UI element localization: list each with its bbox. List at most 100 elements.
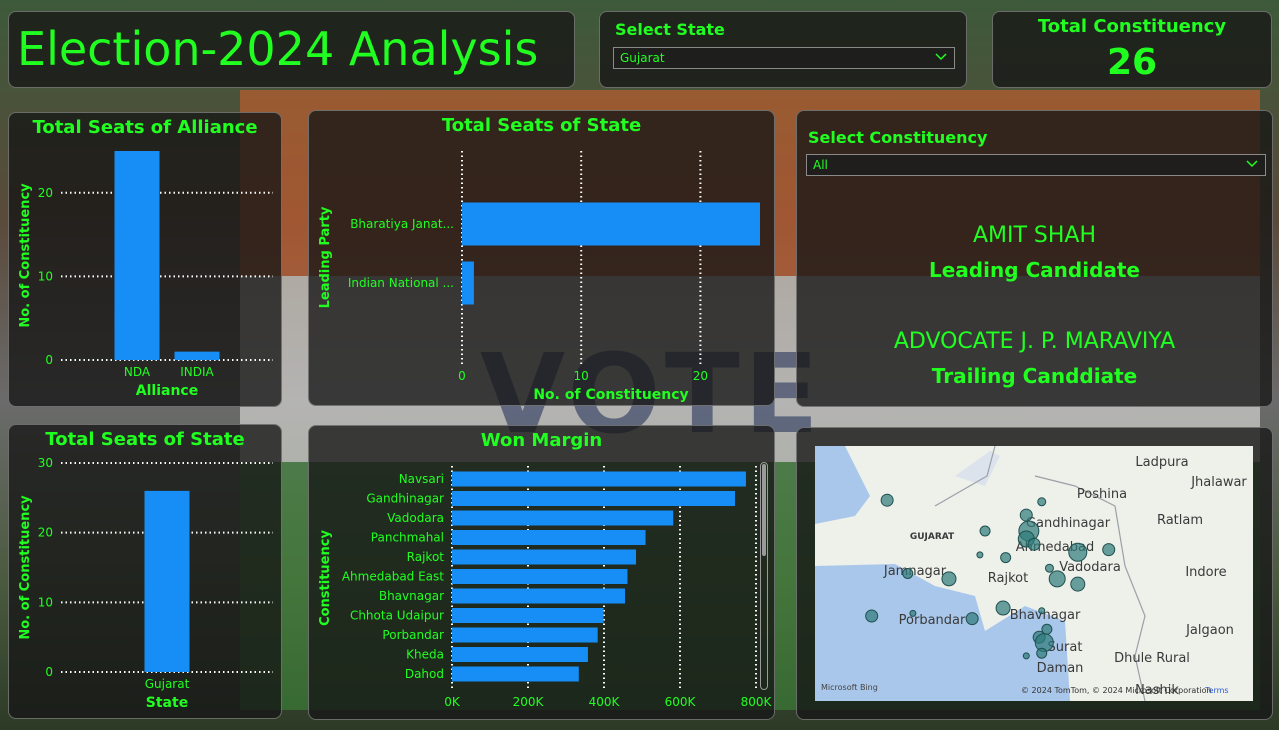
vertical-scrollbar[interactable]: [760, 462, 768, 690]
map-bubble: [1036, 647, 1048, 659]
margin-chart-title: Won Margin: [480, 430, 603, 451]
map-bubble: [1041, 623, 1053, 635]
chevron-down-icon: [1246, 160, 1258, 168]
y-tick-label: Panchmahal: [371, 531, 444, 545]
state-dropdown-value: Gujarat: [620, 51, 665, 65]
constituency-panel: Select Constituency All AMIT SHAH Leadin…: [796, 110, 1273, 407]
x-axis-title: Alliance: [136, 383, 198, 399]
total-constituency-value: 26: [1106, 42, 1158, 83]
state-slicer-label: Select State: [615, 20, 725, 39]
map-bubble: [1037, 497, 1047, 507]
scrollbar-thumb[interactable]: [762, 464, 766, 556]
map-bubble: [995, 600, 1011, 616]
chevron-down-icon: [935, 53, 947, 61]
total-constituency-label: Total Constituency: [1037, 16, 1227, 37]
x-axis-title: State: [146, 695, 188, 711]
x-axis-title: No. of Constituency: [533, 387, 688, 403]
desert-area: [955, 451, 1000, 486]
alliance-chart: 0 10 20 NDA INDIA Alliance No. of Constituency: [18, 151, 273, 399]
margin-chart: 0K 200K 400K 600K 800K Navsari Gandhinagar Vado…: [318, 466, 773, 709]
x-tick-label: NDA: [124, 365, 151, 379]
alliance-chart-title: Total Seats of Alliance: [32, 117, 258, 138]
y-tick-label: Porbandar: [382, 628, 444, 642]
bar: [452, 666, 579, 682]
bar: [462, 261, 474, 305]
map-bubble: [941, 571, 957, 587]
map-place-label: Surat: [1048, 640, 1083, 655]
map-place-label: Porbandar: [899, 613, 966, 628]
constituency-dropdown[interactable]: All: [806, 154, 1266, 176]
x-tick-label: 0: [458, 369, 466, 383]
bar: [452, 530, 646, 545]
bar: [144, 490, 190, 672]
bar: [174, 351, 220, 360]
state-chart-title: Total Seats of State: [45, 429, 245, 450]
map-place-label: Nashik: [1135, 683, 1179, 698]
bar: [114, 151, 160, 360]
bar: [452, 471, 746, 487]
bar: [452, 588, 626, 604]
bar: [462, 202, 760, 246]
x-tick-label: Gujarat: [145, 677, 190, 691]
map-place-label: Jamnagar: [883, 564, 947, 579]
y-axis-title: Constituency: [318, 530, 333, 626]
trailing-candidate-name: ADVOCATE J. P. MARAVIYA: [893, 329, 1176, 354]
bar: [452, 647, 588, 662]
y-axis-title: No. of Constituency: [18, 183, 33, 328]
bar: [452, 608, 604, 623]
x-tick-label: 10: [574, 369, 589, 383]
map-place-label: Gandhinagar: [1026, 516, 1111, 531]
y-tick-label: Navsari: [399, 472, 444, 486]
y-tick-label: Indian National ...: [348, 276, 454, 290]
alliance-chart-panel: Total Seats of Alliance 0 10 20 NDA INDIA All…: [8, 112, 282, 407]
trailing-candidate-label: Trailing Canddiate: [931, 364, 1138, 388]
map-place-label: Indore: [1185, 565, 1226, 580]
title-card: Election-2024 Analysis: [8, 11, 575, 88]
y-tick-label: Dahod: [405, 667, 444, 681]
y-tick-label: Vadodara: [387, 511, 444, 525]
x-tick-label: 200K: [513, 695, 545, 709]
y-tick-label: Ahmedabad East: [342, 570, 444, 584]
y-tick-label: 20: [38, 186, 53, 200]
y-tick-label: 0: [45, 665, 53, 679]
bar: [452, 627, 598, 643]
map-bubble: [1027, 537, 1041, 551]
sea-area: [815, 446, 870, 524]
x-tick-label: INDIA: [180, 365, 214, 379]
y-tick-label: Rajkot: [407, 550, 445, 564]
map-place-label: GUJARAT: [910, 532, 955, 542]
y-tick-label: Gandhinagar: [366, 492, 444, 506]
constituency-dropdown-value: All: [813, 158, 828, 172]
map-place-label: Jhalawar: [1190, 475, 1247, 490]
map-place-label: Ladpura: [1135, 455, 1188, 470]
map-bubble: [880, 493, 894, 507]
map-bubble: [1044, 563, 1054, 573]
x-tick-label: 20: [693, 369, 708, 383]
y-tick-label: 10: [38, 269, 53, 283]
sea-area: [815, 564, 1070, 701]
bar: [452, 510, 674, 526]
leading-candidate-name: AMIT SHAH: [972, 223, 1097, 248]
map-bubble: [979, 525, 991, 537]
page-title: Election-2024 Analysis: [17, 22, 539, 76]
map-place-label: Bhavnagar: [1010, 608, 1081, 623]
bing-logo: Microsoft Bing: [821, 683, 878, 692]
map-bubble: [976, 551, 984, 559]
map-bubble: [1019, 508, 1033, 522]
map-panel: Ladpura Jhalawar Poshina Gandhinagar Ratlam G…: [796, 427, 1273, 720]
y-tick-label: 20: [38, 526, 53, 540]
party-chart-title: Total Seats of State: [441, 115, 642, 136]
y-tick-label: Bhavnagar: [379, 589, 444, 603]
state-dropdown[interactable]: Gujarat: [613, 47, 955, 69]
y-tick-label: Kheda: [406, 648, 444, 662]
map-attribution: © 2024 TomTom, © 2024 Microsoft Corporat…: [1021, 686, 1212, 695]
map-bubble: [965, 612, 979, 626]
party-chart: 0 10 20 Bharatiya Janat... Indian National .…: [318, 151, 760, 403]
bar: [452, 549, 637, 565]
leading-candidate-label: Leading Candidate: [928, 258, 1140, 282]
map-bubble: [1048, 570, 1066, 588]
state-border: [934, 446, 1146, 701]
y-tick-label: 30: [38, 456, 53, 470]
state-chart-panel: Total Seats of State 0 10 20 30 Gujarat State…: [8, 424, 282, 719]
